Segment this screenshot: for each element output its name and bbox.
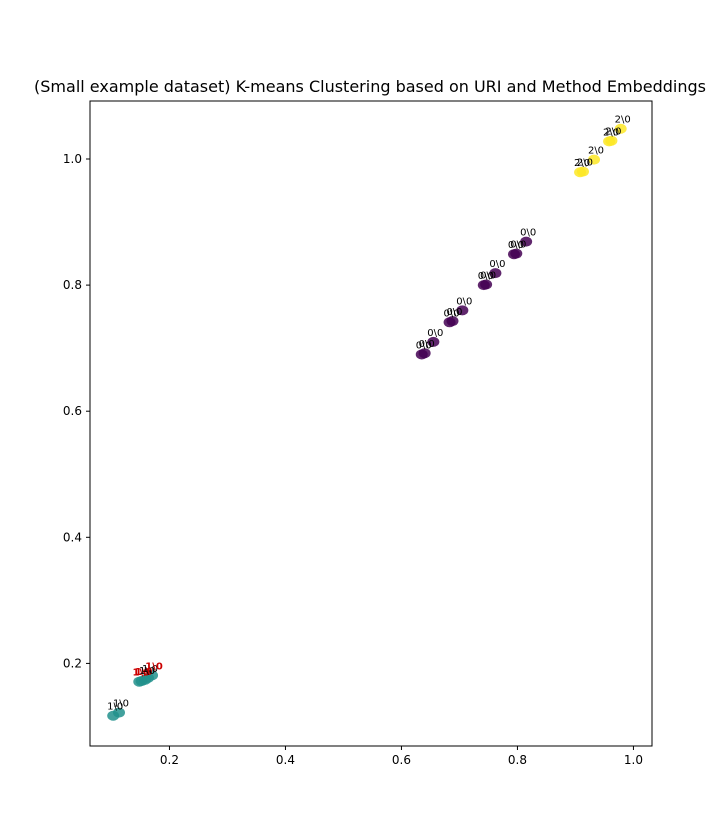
data-point-cluster-2 [614,123,627,134]
point-label: 0\0 [419,339,435,350]
point-label: 0\0 [456,296,472,307]
data-point-cluster-0 [446,316,459,327]
data-point-cluster-2 [605,135,618,146]
point-label: 1\0 [145,661,163,672]
axes-frame [89,100,653,747]
data-point-cluster-0 [418,348,431,359]
point-label: 0\0 [520,228,536,239]
data-point-cluster-0 [489,268,502,279]
data-point-cluster-2 [588,154,601,165]
y-tick-label: 0.6 [63,404,82,418]
point-label: 2\0 [603,127,619,138]
y-tick-label: 0.2 [63,656,82,670]
points-layer [107,123,627,721]
point-label: 0\0 [489,259,505,270]
x-tick-label: 1.0 [624,753,643,767]
point-label: 0\0 [508,240,524,251]
y-tick-label: 0.8 [63,278,82,292]
x-tick-label: 0.8 [508,753,527,767]
point-label: 2\0 [577,158,593,169]
point-label: 1\0 [139,666,155,677]
point-label: 0\0 [510,240,526,251]
data-point-cluster-0 [510,248,523,259]
data-point-cluster-0 [520,236,533,247]
point-label: 1\0 [135,667,153,678]
point-label: 1\0 [133,668,151,679]
y-tick-label: 0.4 [63,530,82,544]
point-label: 0\0 [446,307,462,318]
point-label: 0\0 [480,270,496,281]
point-label: 1\0 [107,702,123,713]
y-axis: 0.2 0.4 0.6 0.8 1.0 [63,152,90,670]
chart-title: (Small example dataset) K-means Clusteri… [34,77,706,96]
point-labels-layer: 1\01\01\01\01\01\01\00\00\00\00\00\00\00… [107,115,631,713]
data-point-cluster-0 [456,305,469,316]
data-point-cluster-0 [480,279,493,290]
point-label: 1\0 [113,699,129,710]
point-label: 1\0 [142,664,158,675]
x-axis: 0.2 0.4 0.6 0.8 1.0 [160,746,643,767]
point-label: 2\0 [605,127,621,138]
data-point-cluster-2 [576,166,589,177]
point-label: 0\0 [444,308,460,319]
point-label: 0\0 [478,271,494,282]
point-label: 0\0 [416,340,432,351]
point-label: 0\0 [427,328,443,339]
point-label: 2\0 [574,158,590,169]
x-tick-label: 0.2 [160,753,179,767]
x-tick-label: 0.6 [392,753,411,767]
data-point-cluster-1 [112,707,125,718]
plot-area: 0.2 0.4 0.6 0.8 1.0 0.20.40.60.81.0 1\01\01\… [63,100,653,767]
point-label: 2\0 [615,115,631,126]
x-tick-label: 0.4 [276,753,295,767]
point-label: 2\0 [588,146,604,157]
data-point-cluster-1 [146,670,159,681]
data-point-cluster-0 [427,336,440,347]
y-tick-label: 1.0 [63,152,82,166]
